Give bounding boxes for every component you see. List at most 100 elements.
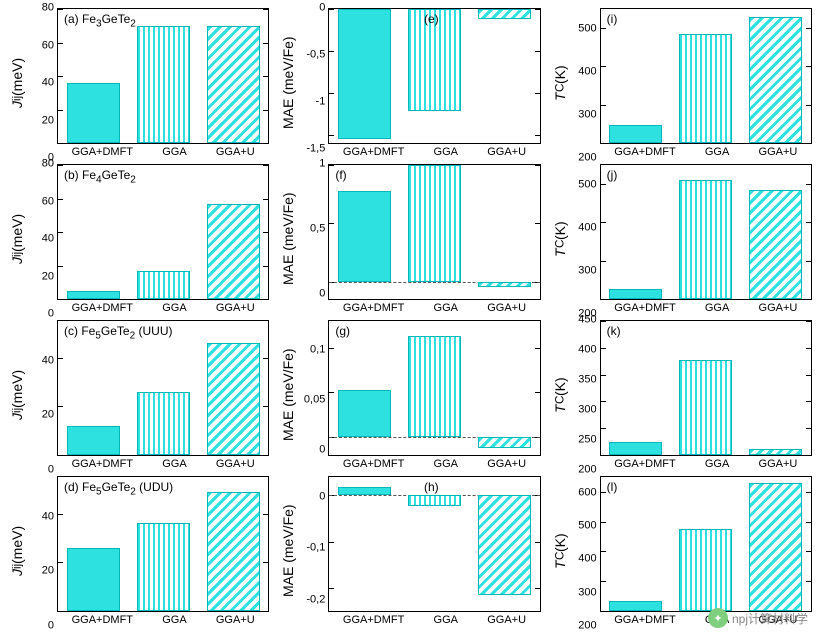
ylabel: Jij (meV) [8, 320, 26, 470]
bar-gga-u [749, 190, 802, 299]
xtick: GGA+DMFT [614, 302, 675, 314]
plotarea: (c) Fe5GeTe2 (UUU) [57, 320, 269, 456]
bar-gga-u [207, 343, 260, 455]
bar-gga-u [478, 282, 531, 288]
bar-gga-dmft [609, 601, 662, 611]
ylabel: Jij (meV) [8, 476, 26, 626]
bar-gga-dmft [338, 487, 391, 495]
bar-gga-dmft [609, 125, 662, 143]
ytick: 0 [319, 445, 325, 456]
bar-gga [679, 529, 732, 611]
xtick: GGA+U [216, 614, 255, 626]
ytick: 1 [319, 159, 325, 170]
xtick: GGA+DMFT [343, 458, 404, 470]
plotarea: (e) [328, 8, 540, 144]
ytick: 20 [42, 410, 54, 421]
ylabel: MAE (meV/Fe) [279, 320, 297, 470]
xtick: GGA [162, 614, 186, 626]
bar-gga-dmft [67, 83, 120, 143]
ylabel: TC (K) [551, 8, 569, 158]
xtick: GGA+DMFT [72, 146, 133, 158]
xaxis: GGA+DMFTGGAGGA+U [328, 300, 540, 314]
panel-j: TC (K)200300400500(j)GGA+DMFTGGAGGA+U [551, 164, 812, 314]
bar-gga-dmft [609, 442, 662, 455]
yaxis: 200300400500 [569, 8, 600, 158]
bar-gga-u [478, 495, 531, 594]
ytick: 0 [48, 621, 54, 632]
wechat-icon: ✦ [708, 608, 728, 628]
xtick: GGA+U [759, 458, 798, 470]
xtick: GGA+DMFT [343, 614, 404, 626]
xtick: GGA [434, 302, 458, 314]
xtick: GGA+U [487, 302, 526, 314]
ytick: 0 [48, 465, 54, 476]
ytick: 80 [42, 159, 54, 170]
plotarea: (k) [600, 320, 812, 456]
bar-gga [137, 523, 190, 611]
panel-label: (h) [424, 480, 439, 494]
bar-gga-u [207, 26, 260, 143]
ylabel: Jij (meV) [8, 164, 26, 314]
xtick: GGA+U [487, 146, 526, 158]
yaxis: 02040 [26, 476, 57, 626]
ylabel: MAE (meV/Fe) [279, 8, 297, 158]
xaxis: GGA+DMFTGGAGGA+U [328, 144, 540, 158]
xtick: GGA+DMFT [72, 458, 133, 470]
ytick: 20 [42, 566, 54, 577]
plotarea: (h) [328, 476, 540, 612]
panel-label: (k) [607, 324, 621, 338]
ytick: 0 [319, 3, 325, 14]
xtick: GGA [434, 146, 458, 158]
plotarea: (b) Fe4GeTe2 [57, 164, 269, 300]
bar-gga-dmft [67, 291, 120, 299]
xaxis: GGA+DMFTGGAGGA+U [57, 144, 269, 158]
xtick: GGA [162, 146, 186, 158]
bar-gga-dmft [67, 426, 120, 455]
xaxis: GGA+DMFTGGAGGA+U [600, 144, 812, 158]
panel-label: (i) [607, 12, 618, 26]
ytick: -1,5 [306, 143, 325, 154]
ytick: 0 [319, 491, 325, 502]
plotarea: (d) Fe5GeTe2 (UDU) [57, 476, 269, 612]
yaxis: 0-0,1-0,2 [297, 476, 328, 626]
bar-gga-u [478, 437, 531, 448]
bar-gga [408, 336, 461, 437]
bar-gga [679, 180, 732, 299]
xtick: GGA [434, 458, 458, 470]
panel-label: (d) Fe5GeTe2 (UDU) [64, 480, 173, 497]
plotarea: (j) [600, 164, 812, 300]
yaxis: 200250300350400450 [569, 320, 600, 470]
bar-gga-u [749, 449, 802, 455]
xaxis: GGA+DMFTGGAGGA+U [600, 456, 812, 470]
xtick: GGA+U [216, 458, 255, 470]
panel-k: TC (K)200250300350400450(k)GGA+DMFTGGAGG… [551, 320, 812, 470]
ytick: 0 [48, 309, 54, 320]
ytick: 500 [578, 521, 596, 532]
panel-h: MAE (meV/Fe)0-0,1-0,2(h)GGA+DMFTGGAGGA+U [279, 476, 540, 626]
xtick: GGA [705, 146, 729, 158]
panel-label: (j) [607, 168, 618, 182]
plotarea: (l) [600, 476, 812, 612]
panel-i: TC (K)200300400500 (i) GGA+DMFTGGAGGA+U [551, 8, 812, 158]
bar-gga [137, 271, 190, 299]
ytick: -0,1 [306, 543, 325, 554]
panel-d: Jij (meV)02040(d) Fe5GeTe2 (UDU)GGA+DMFT… [8, 476, 269, 626]
yaxis: 10,50 [297, 164, 328, 314]
bar-gga-u [207, 492, 260, 611]
panel-a: Jij (meV)020406080(a) Fe3GeTe2GGA+DMFTGG… [8, 8, 269, 158]
ytick: 400 [578, 223, 596, 234]
xtick: GGA [162, 302, 186, 314]
yaxis: 0-0,5-1-1,5 [297, 8, 328, 158]
ytick: 60 [42, 196, 54, 207]
xtick: GGA+U [216, 302, 255, 314]
ytick: 0,05 [304, 395, 325, 406]
plotarea: (g) [328, 320, 540, 456]
ytick: 0,5 [310, 224, 325, 235]
ytick: 80 [42, 3, 54, 14]
xaxis: GGA+DMFTGGAGGA+U [328, 456, 540, 470]
ytick: 400 [578, 554, 596, 565]
xaxis: GGA+DMFTGGAGGA+U [57, 300, 269, 314]
bar-gga-dmft [609, 289, 662, 299]
xtick: GGA [705, 458, 729, 470]
ytick: 350 [578, 375, 596, 386]
